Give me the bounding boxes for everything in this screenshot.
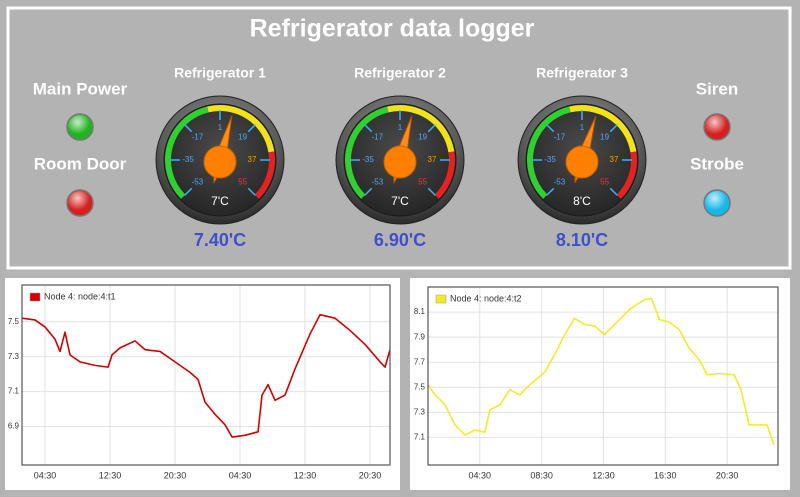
gauge-reading: 7.40'C — [194, 230, 246, 250]
gauge-band — [527, 106, 571, 199]
gauge-tick-label: 37 — [248, 155, 257, 164]
x-tick-label: 20:30 — [359, 470, 382, 480]
gauge-tick — [546, 187, 555, 196]
x-tick-label: 12:30 — [99, 470, 122, 480]
plot-frame — [21, 284, 391, 466]
gauge-hub — [383, 145, 417, 179]
gauge-band — [569, 105, 637, 153]
gauge-tick-label: 19 — [418, 132, 427, 141]
y-tick-label: 7.1 — [414, 433, 426, 442]
gauge-value-label: 8'C — [573, 194, 591, 208]
x-tick-label: 20:30 — [716, 470, 739, 480]
gauge-band — [616, 151, 637, 199]
page-title: Refrigerator data logger — [250, 15, 535, 43]
y-tick-label: 7.9 — [414, 332, 426, 341]
gauge-band — [387, 105, 455, 153]
y-tick-label: 6.9 — [8, 422, 20, 431]
gauge-tick-label: -53 — [372, 178, 384, 187]
x-tick-label: 12:30 — [294, 470, 317, 480]
x-tick-label: 12:30 — [592, 470, 615, 480]
gauge-reading: 8.10'C — [556, 230, 608, 250]
gauge-tick-label: -17 — [554, 132, 566, 141]
gauge-tick-label: 1 — [218, 123, 223, 132]
gauge-tick-label: -17 — [372, 132, 384, 141]
gauge-tick-label: -53 — [192, 178, 204, 187]
gauge-value-label: 7'C — [211, 194, 229, 208]
gauge-tick — [364, 187, 373, 196]
gauge-tick-label: 1 — [580, 123, 585, 132]
data-line — [427, 297, 775, 446]
gauge-band — [207, 105, 275, 153]
gauge-hub — [203, 145, 237, 179]
gauge-tick-label: 55 — [238, 178, 247, 187]
y-tick-label: 7.5 — [414, 382, 426, 391]
indicator-shine — [68, 115, 92, 139]
gauge-tick — [427, 187, 436, 196]
y-tick-label: 8.1 — [414, 307, 426, 316]
gauge-band — [254, 151, 275, 199]
gauge-tick-label: -35 — [362, 155, 374, 164]
y-tick-label: 7.1 — [8, 387, 20, 396]
gauge-tick-label: -53 — [554, 178, 566, 187]
x-tick-label: 08:30 — [530, 470, 553, 480]
x-tick-label: 04:30 — [469, 470, 492, 480]
legend-swatch — [29, 292, 41, 302]
gauge-tick — [609, 124, 618, 133]
gauge-tick-label: -17 — [192, 132, 204, 141]
gauge-tick — [609, 187, 618, 196]
gauge-tick — [427, 124, 436, 133]
plot-area — [22, 285, 390, 465]
gauge-tick-label: 55 — [600, 178, 609, 187]
indicator-label: Siren — [696, 79, 739, 98]
indicator-label: Room Door — [34, 154, 127, 173]
gauge-title: Refrigerator 1 — [174, 65, 266, 81]
gauge-title: Refrigerator 2 — [354, 65, 446, 81]
gauge-tick-label: 19 — [238, 132, 247, 141]
gauge-tick — [184, 124, 193, 133]
y-tick-label: 7.3 — [414, 407, 426, 416]
gauge-band — [345, 106, 389, 199]
x-tick-label: 04:30 — [229, 470, 252, 480]
gauge-value-label: 7'C — [391, 194, 409, 208]
gauge-tick — [247, 187, 256, 196]
top-panel — [6, 6, 792, 270]
gauge-tick — [364, 124, 373, 133]
plot-frame — [427, 286, 779, 466]
gauge-tick — [546, 124, 555, 133]
gauge-band — [165, 106, 209, 199]
gauge-tick-label: 37 — [610, 155, 619, 164]
data-line — [21, 313, 391, 438]
y-tick-label: 7.7 — [414, 357, 426, 366]
gauge-tick-label: 37 — [428, 155, 437, 164]
x-tick-label: 04:30 — [34, 470, 57, 480]
x-tick-label: 16:30 — [654, 470, 677, 480]
gauge-tick-label: -35 — [544, 155, 556, 164]
gauge-tick-label: 55 — [418, 178, 427, 187]
gauge-band — [434, 151, 455, 199]
y-tick-label: 7.5 — [8, 317, 20, 326]
y-tick-label: 7.3 — [8, 352, 20, 361]
gauge-reading: 6.90'C — [374, 230, 426, 250]
gauge-tick-label: 1 — [398, 123, 403, 132]
legend-label: Node 4: node:4:t1 — [44, 291, 116, 301]
indicator-shine — [705, 191, 729, 215]
gauge-hub — [565, 145, 599, 179]
gauge-tick — [184, 187, 193, 196]
indicator-label: Main Power — [33, 79, 128, 98]
indicator-label: Strobe — [690, 154, 744, 173]
indicator-shine — [705, 115, 729, 139]
gauge-tick-label: -35 — [182, 155, 194, 164]
legend-label: Node 4: node:4:t2 — [450, 293, 522, 303]
legend-swatch — [435, 294, 447, 304]
gauge-tick — [247, 124, 256, 133]
indicator-shine — [68, 191, 92, 215]
gauge-tick-label: 19 — [600, 132, 609, 141]
gauge-title: Refrigerator 3 — [536, 65, 628, 81]
x-tick-label: 20:30 — [164, 470, 187, 480]
